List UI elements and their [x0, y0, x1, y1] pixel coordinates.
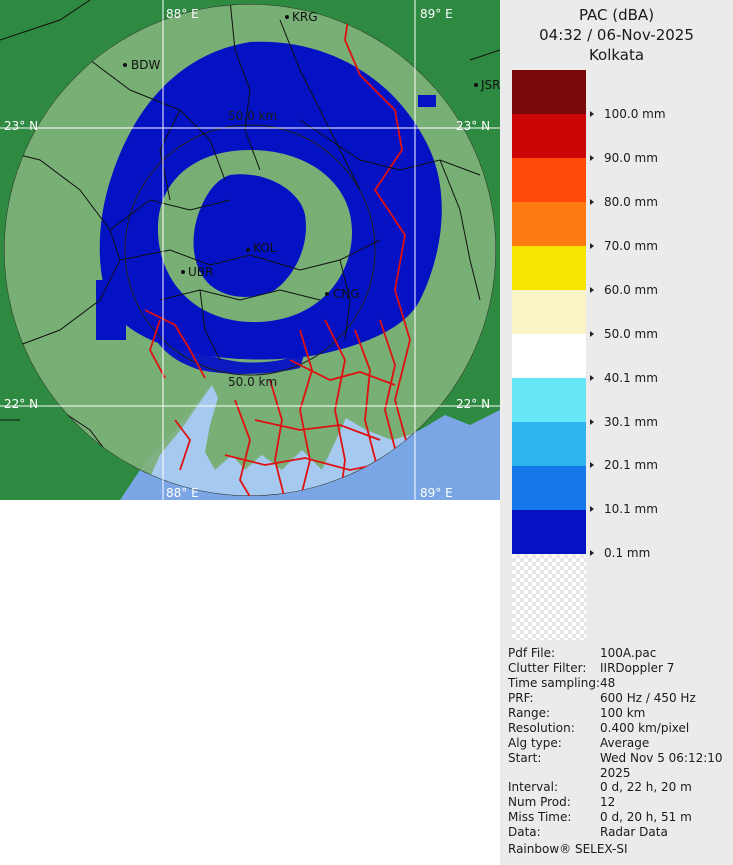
- info-key: Start:: [508, 751, 542, 765]
- legend-swatch: [512, 114, 586, 158]
- lon-label-bottom-88: 88° E: [166, 486, 199, 500]
- legend-swatch: [512, 510, 586, 554]
- station-krg[interactable]: KRG: [292, 10, 318, 24]
- station-dot-jsr: [474, 83, 478, 87]
- legend-swatch: [512, 378, 586, 422]
- info-key: Clutter Filter:: [508, 661, 587, 675]
- legend-swatch: [512, 422, 586, 466]
- station-cng[interactable]: CNG: [333, 287, 360, 301]
- rivers: [144, 4, 411, 496]
- info-value: 12: [600, 795, 616, 809]
- legend-label: 80.0 mm: [590, 195, 658, 209]
- station-dot-kol: [246, 248, 250, 252]
- legend-swatch: [512, 334, 586, 378]
- legend-label: 10.1 mm: [590, 502, 658, 516]
- info-value: IIRDoppler 7: [600, 661, 675, 675]
- legend-label: 0.1 mm: [590, 546, 650, 560]
- range-ring-label-bottom: 50.0 km: [228, 375, 277, 389]
- legend-swatch: [512, 202, 586, 246]
- vendor-brand: Rainbow® SELEX-SI: [508, 842, 628, 856]
- info-value: 600 Hz / 450 Hz: [600, 691, 696, 705]
- station-dot-bdw: [123, 63, 127, 67]
- legend-label: 40.1 mm: [590, 371, 658, 385]
- lat-label-left-22: 22° N: [4, 397, 38, 411]
- legend-swatch: [512, 466, 586, 510]
- info-value: Radar Data: [600, 825, 668, 839]
- info-key: PRF:: [508, 691, 534, 705]
- info-value: Wed Nov 5 06:12:10 2025: [600, 751, 723, 780]
- info-key: Data:: [508, 825, 541, 839]
- lat-label-left-23: 23° N: [4, 119, 38, 133]
- info-key: Num Prod:: [508, 795, 571, 809]
- station-dot-ubr: [181, 270, 185, 274]
- info-value: 0 d, 20 h, 51 m: [600, 810, 692, 824]
- legend-label: 90.0 mm: [590, 151, 658, 165]
- info-value: 48: [600, 676, 616, 690]
- legend-swatch: [512, 70, 586, 114]
- info-key: Range:: [508, 706, 551, 720]
- station-ubr[interactable]: UBR: [188, 265, 213, 279]
- lon-label-top-89: 89° E: [420, 7, 453, 21]
- station-dot-krg: [285, 15, 289, 19]
- legend-swatch-nodata: [512, 554, 586, 640]
- info-key: Pdf File:: [508, 646, 556, 660]
- station-jsr[interactable]: JSR: [480, 78, 500, 92]
- legend-panel: PAC (dBA) 04:32 / 06-Nov-2025 Kolkata 10…: [500, 0, 733, 865]
- legend-label: 30.1 mm: [590, 415, 658, 429]
- info-value: 100A.pac: [600, 646, 657, 660]
- lat-label-right-22: 22° N: [456, 397, 490, 411]
- info-value: 100 km: [600, 706, 646, 720]
- radar-map[interactable]: 88° E 89° E 88° E 89° E 23° N 23° N 22° …: [0, 0, 500, 500]
- station-dot-cng: [325, 292, 329, 296]
- precipitation-echoes: [96, 41, 442, 374]
- range-ring-label-top: 50.0 km: [228, 109, 277, 123]
- legend-label: 70.0 mm: [590, 239, 658, 253]
- product-datetime: 04:32 / 06-Nov-2025: [539, 26, 694, 44]
- info-key: Interval:: [508, 780, 558, 794]
- legend-swatch: [512, 158, 586, 202]
- info-key: Time sampling:: [508, 676, 601, 690]
- info-value: Average: [600, 736, 650, 750]
- legend-label: 50.0 mm: [590, 327, 658, 341]
- legend-label: 60.0 mm: [590, 283, 658, 297]
- legend-swatch: [512, 290, 586, 334]
- graticule: [0, 0, 500, 500]
- info-key: Miss Time:: [508, 810, 572, 824]
- lon-label-bottom-89: 89° E: [420, 486, 453, 500]
- legend-swatch: [512, 246, 586, 290]
- station-kol[interactable]: KOL: [253, 241, 277, 255]
- legend-label: 20.1 mm: [590, 458, 658, 472]
- range-ring-inner: [124, 124, 376, 376]
- radar-location: Kolkata: [588, 46, 645, 64]
- info-value: 0.400 km/pixel: [600, 721, 690, 735]
- info-key: Resolution:: [508, 721, 575, 735]
- legend-label: 100.0 mm: [590, 107, 666, 121]
- lat-label-right-23: 23° N: [456, 119, 490, 133]
- info-value: 0 d, 22 h, 20 m: [600, 780, 692, 794]
- info-key: Alg type:: [508, 736, 562, 750]
- station-bdw[interactable]: BDW: [131, 58, 160, 72]
- lon-label-top-88: 88° E: [166, 7, 199, 21]
- product-title: PAC (dBA): [578, 6, 655, 24]
